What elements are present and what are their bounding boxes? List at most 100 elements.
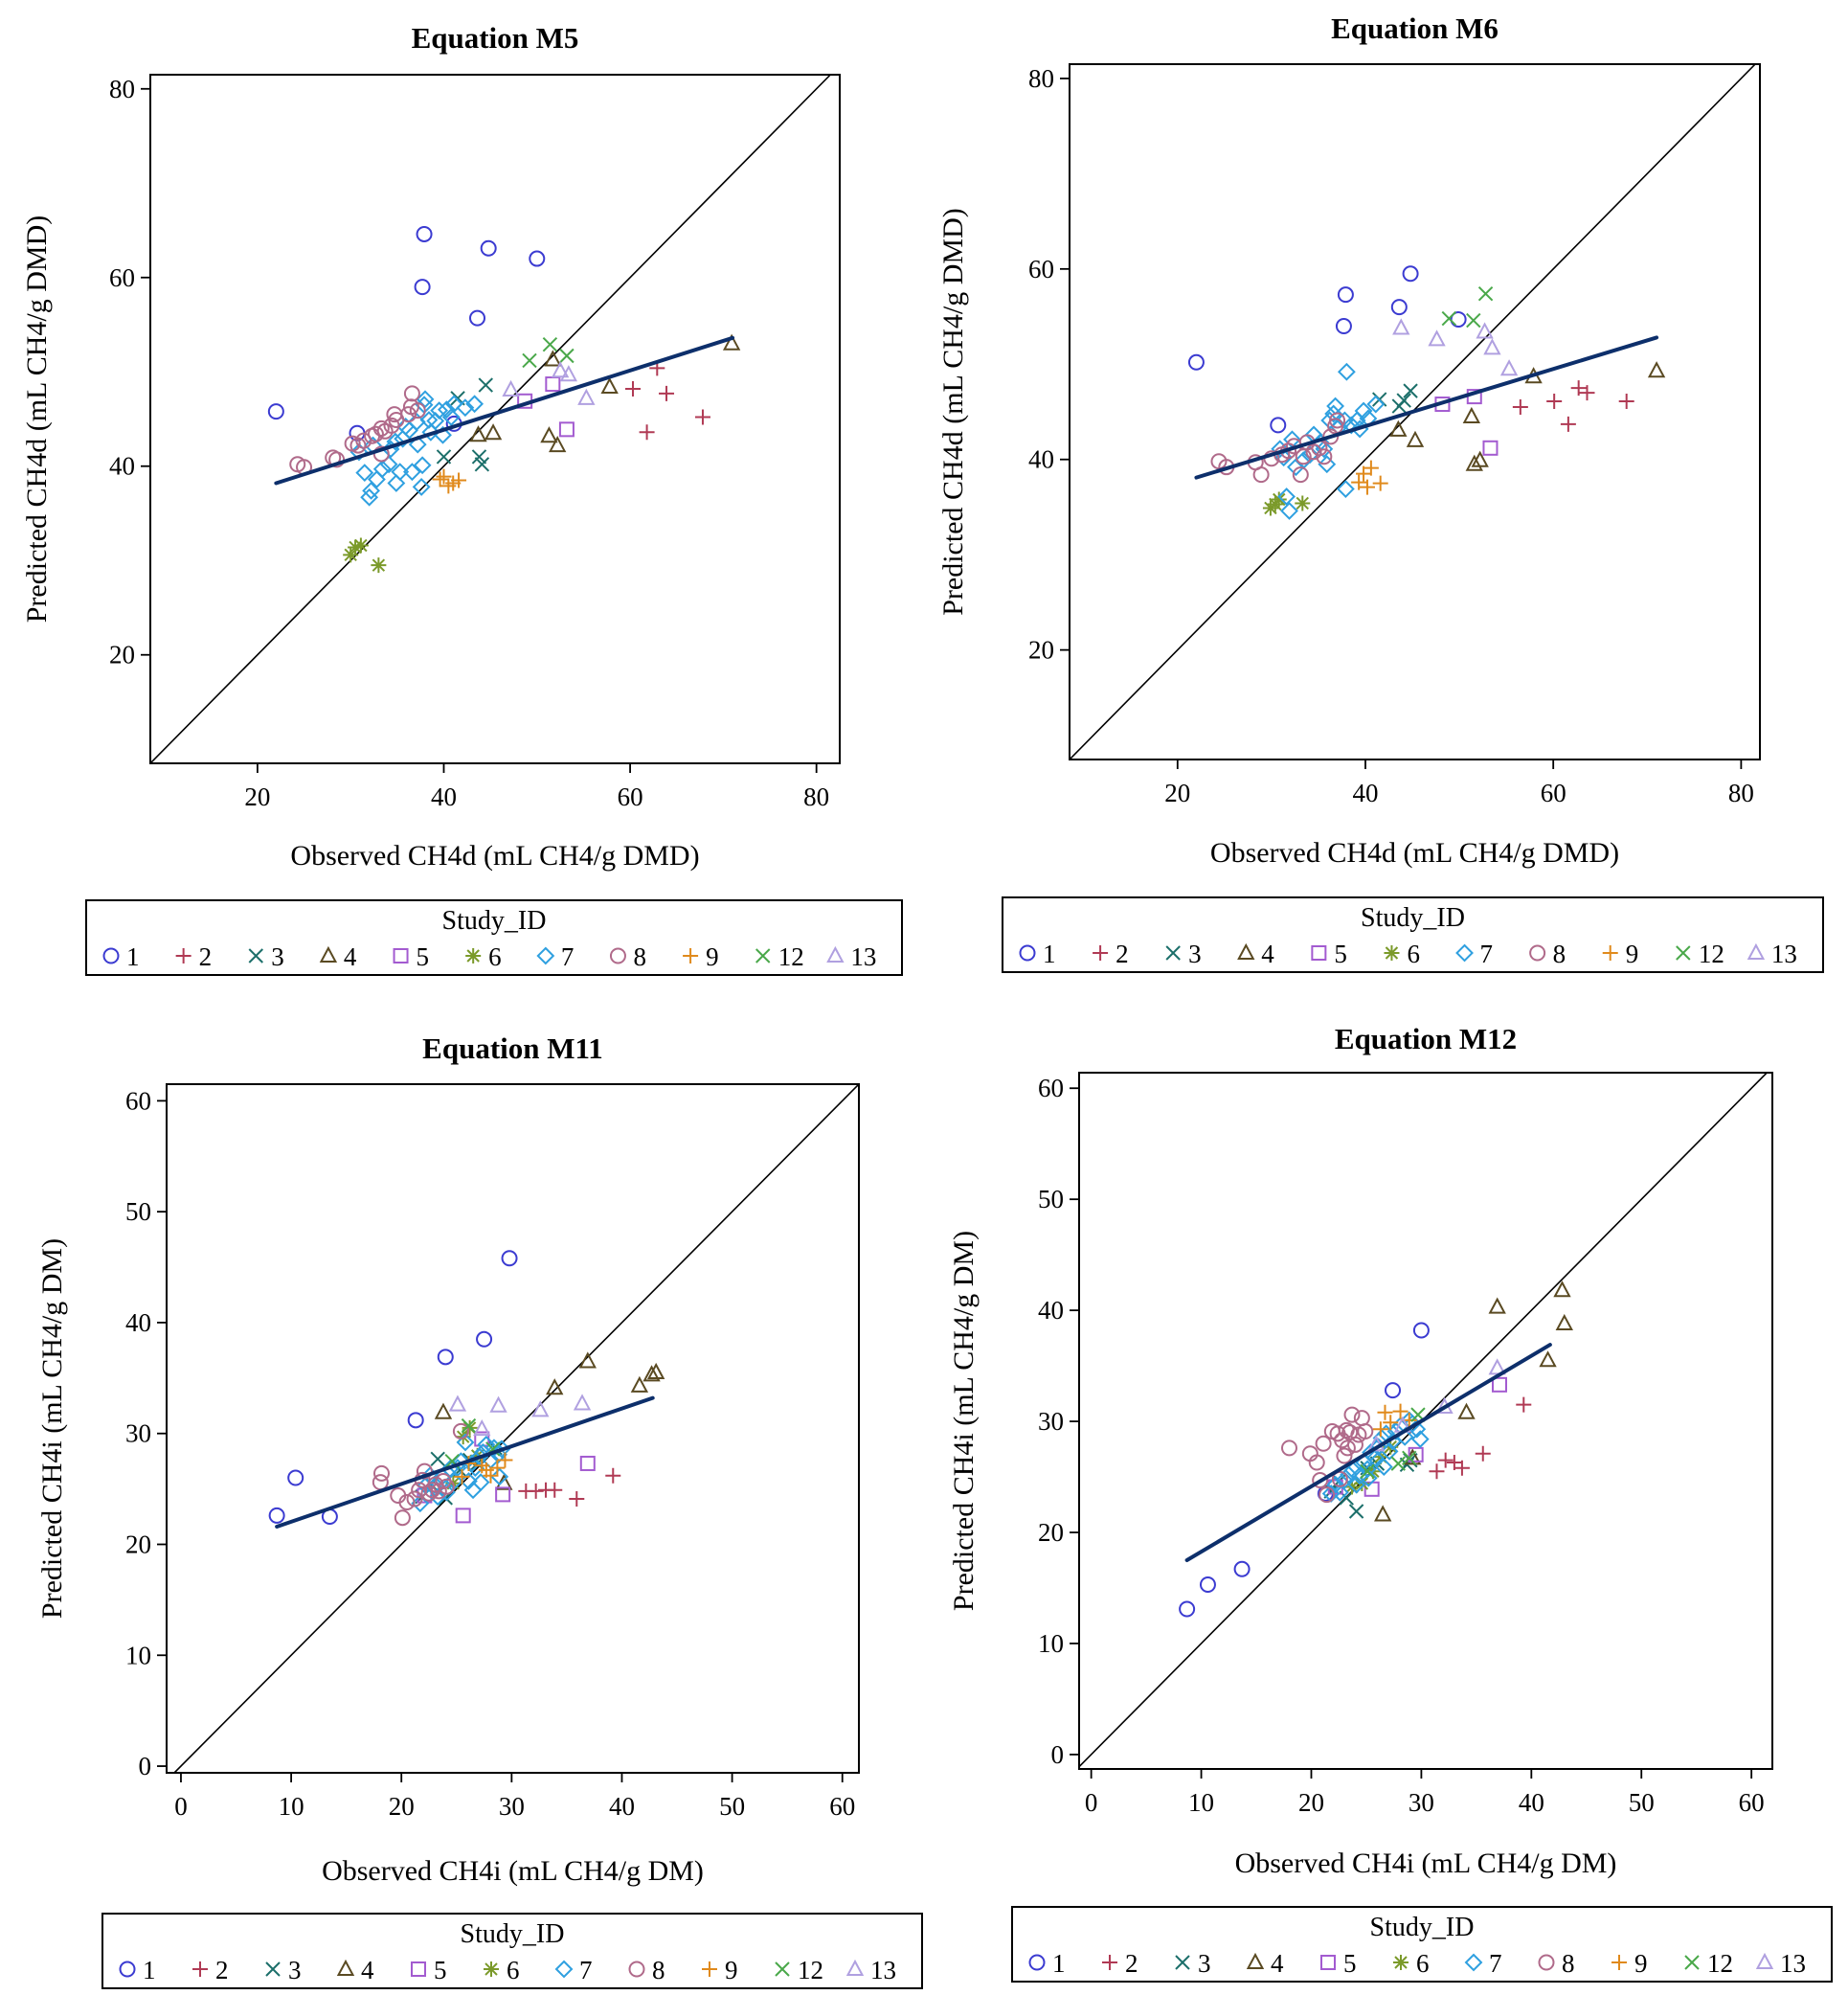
x-tick-label: 40 bbox=[1353, 779, 1379, 807]
data-point-study-13 bbox=[1476, 322, 1494, 339]
legend-label: 7 bbox=[1480, 940, 1494, 968]
legend-label: 6 bbox=[488, 942, 502, 971]
data-point-study-13 bbox=[559, 365, 578, 382]
legend-marker-study-6 bbox=[1384, 945, 1400, 961]
data-point-study-8 bbox=[1336, 1447, 1353, 1464]
legend-marker-study-4 bbox=[1246, 1952, 1265, 1969]
data-point-study-7 bbox=[1374, 1458, 1393, 1477]
x-tick-label: 40 bbox=[1519, 1788, 1544, 1817]
data-point-study-13 bbox=[502, 379, 520, 397]
data-point-study-1 bbox=[416, 225, 433, 242]
regression-line bbox=[1184, 1343, 1552, 1563]
legend-label: 12 bbox=[778, 942, 804, 971]
data-point-study-1 bbox=[480, 239, 497, 257]
legend-label: 7 bbox=[579, 1956, 593, 1984]
x-tick-label: 80 bbox=[803, 782, 829, 811]
data-point-study-13 bbox=[577, 388, 596, 405]
data-point-study-4 bbox=[642, 1365, 661, 1382]
data-point-study-8 bbox=[416, 1462, 433, 1480]
data-point-study-4 bbox=[1465, 454, 1483, 471]
data-point-study-1 bbox=[1199, 1576, 1216, 1594]
y-tick-label: 40 bbox=[125, 1308, 151, 1337]
legend-label: 6 bbox=[1407, 940, 1420, 968]
data-point-study-2 bbox=[694, 409, 710, 425]
data-point-study-1 bbox=[1390, 299, 1408, 316]
y-tick-label: 0 bbox=[139, 1752, 152, 1780]
y-tick-label: 80 bbox=[1028, 64, 1054, 93]
data-point-study-8 bbox=[349, 437, 367, 454]
legend-label: 2 bbox=[199, 942, 213, 971]
legend-label: 9 bbox=[725, 1956, 738, 1984]
data-point-study-9 bbox=[1359, 479, 1375, 495]
data-point-study-9 bbox=[1372, 1421, 1388, 1438]
data-point-study-7 bbox=[412, 478, 431, 496]
data-point-study-4 bbox=[1555, 1313, 1573, 1331]
y-tick-label: 10 bbox=[125, 1641, 151, 1669]
data-point-study-8 bbox=[1353, 1410, 1370, 1427]
legend-marker-study-13 bbox=[1747, 942, 1766, 960]
data-point-study-1 bbox=[437, 1349, 454, 1366]
y-axis-label: Predicted CH4d (mL CH4/g DMD) bbox=[937, 208, 969, 616]
legend-title: Study_ID bbox=[1361, 903, 1465, 933]
data-point-study-4 bbox=[484, 423, 503, 441]
legend-marker-study-1 bbox=[1019, 944, 1036, 962]
data-point-study-4 bbox=[600, 376, 619, 395]
data-point-study-8 bbox=[1331, 1470, 1348, 1487]
legend-marker-study-7 bbox=[1455, 943, 1474, 963]
data-point-study-4 bbox=[1471, 450, 1489, 467]
data-point-study-8 bbox=[1292, 466, 1309, 484]
chart-title: Equation M11 bbox=[422, 1032, 603, 1065]
legend-title: Study_ID bbox=[461, 1919, 565, 1949]
legend-marker-study-3 bbox=[265, 1961, 281, 1977]
data-point-study-7 bbox=[1365, 1448, 1385, 1467]
legend-label: 4 bbox=[1271, 1949, 1284, 1978]
data-point-study-6 bbox=[348, 539, 364, 555]
legend-marker-study-9 bbox=[1611, 1955, 1627, 1970]
x-tick-label: 10 bbox=[279, 1792, 304, 1821]
legend-marker-study-13 bbox=[845, 1959, 865, 1976]
legend-marker-study-2 bbox=[175, 948, 192, 963]
y-tick-label: 40 bbox=[1038, 1296, 1064, 1325]
x-axis-label: Observed CH4i (mL CH4/g DM) bbox=[1235, 1848, 1617, 1879]
data-point-study-5 bbox=[545, 376, 561, 393]
data-point-study-3 bbox=[1403, 383, 1418, 398]
y-tick-label: 60 bbox=[125, 1086, 151, 1115]
data-point-study-1 bbox=[414, 279, 431, 296]
chart-panel-2: Equation M6 20 40 60 80 20 40 60 80 Observed CH4d… bbox=[937, 11, 1824, 973]
data-point-study-7 bbox=[1366, 395, 1386, 414]
data-point-study-8 bbox=[1329, 412, 1346, 429]
data-point-study-8 bbox=[1322, 428, 1340, 445]
legend-marker-study-5 bbox=[1311, 945, 1327, 961]
data-point-study-4 bbox=[1406, 430, 1425, 447]
identity-line bbox=[173, 1084, 859, 1773]
legend-marker-study-1 bbox=[119, 1961, 136, 1978]
data-point-study-7 bbox=[463, 1481, 483, 1500]
legend-marker-study-12 bbox=[1684, 1955, 1700, 1970]
data-point-study-7 bbox=[1380, 1441, 1399, 1461]
legend-label: 1 bbox=[1052, 1949, 1066, 1978]
regression-line bbox=[275, 1395, 655, 1529]
data-point-study-6 bbox=[1295, 495, 1311, 511]
legend-marker-study-13 bbox=[1755, 1952, 1774, 1969]
chart-panel-4: Equation M12 0 10 20 30 40 50 60 0 10 20 30 40 50 60 Ob… bbox=[948, 1022, 1833, 1983]
legend: Study_ID1 2 3 4 5 6 7 8 9 12 13 bbox=[1002, 896, 1824, 973]
data-point-study-2 bbox=[528, 1483, 544, 1499]
data-point-study-2 bbox=[625, 380, 641, 397]
data-point-study-12 bbox=[461, 1417, 477, 1434]
y-tick-label: 10 bbox=[1038, 1629, 1064, 1658]
data-point-study-1 bbox=[469, 309, 486, 327]
data-point-study-1 bbox=[1187, 353, 1205, 371]
x-axis-label: Observed CH4d (mL CH4/g DMD) bbox=[290, 840, 699, 872]
plot-frame bbox=[166, 1083, 860, 1774]
data-point-study-9 bbox=[1372, 475, 1388, 491]
data-point-study-9 bbox=[497, 1452, 513, 1468]
legend-label: 8 bbox=[652, 1956, 665, 1984]
data-point-study-7 bbox=[1320, 411, 1340, 430]
x-tick-label: 60 bbox=[1739, 1788, 1765, 1817]
data-point-study-8 bbox=[372, 1464, 390, 1482]
data-point-study-9 bbox=[489, 1460, 506, 1476]
y-tick-label: 20 bbox=[125, 1530, 151, 1558]
legend-marker-study-12 bbox=[755, 948, 771, 963]
y-tick-label: 60 bbox=[1028, 255, 1054, 283]
